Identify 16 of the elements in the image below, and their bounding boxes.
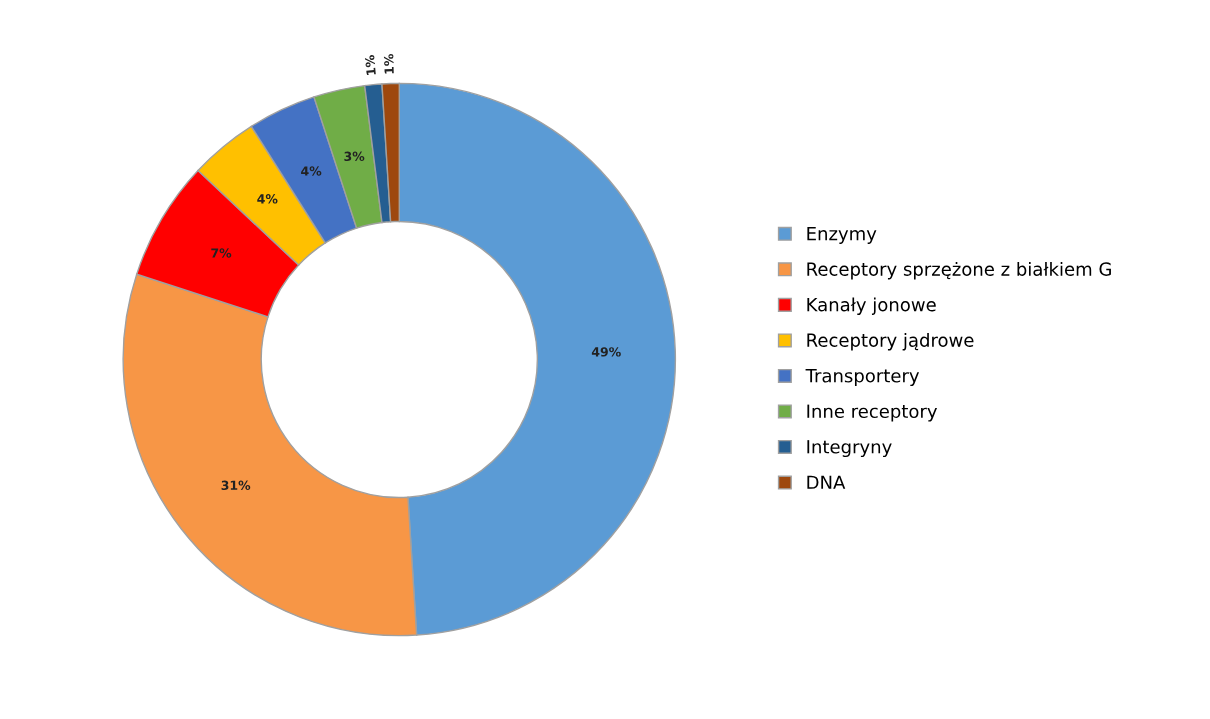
legend-label: Enzymy	[807, 226, 877, 244]
legend-label: Kanały jonowe	[807, 297, 936, 315]
data-label: 4%	[257, 194, 278, 204]
data-label: 1%	[364, 54, 376, 76]
data-label: 1%	[383, 53, 394, 74]
data-label: 49%	[591, 347, 621, 357]
data-label: 4%	[301, 166, 322, 176]
legend-label: Receptory sprzężone z białkiem G	[807, 261, 1111, 280]
legend-label: Integryny	[807, 440, 892, 458]
data-label: 7%	[211, 248, 232, 258]
data-label: 3%	[344, 151, 365, 162]
legend-label: Transportery	[805, 369, 920, 386]
legend-label: Inne receptory	[807, 404, 938, 422]
data-label: 31%	[221, 480, 251, 491]
legend-label: DNA	[807, 475, 846, 489]
legend-label: Receptory jądrowe	[807, 333, 974, 351]
